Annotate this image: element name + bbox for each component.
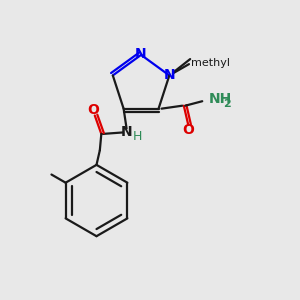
Text: 2: 2 [223, 99, 231, 109]
Text: N: N [164, 68, 176, 82]
Text: O: O [182, 123, 194, 137]
Text: methyl: methyl [191, 58, 230, 68]
Text: N: N [121, 125, 132, 140]
Text: NH: NH [209, 92, 232, 106]
Text: H: H [133, 130, 142, 143]
Text: N: N [135, 47, 146, 61]
Text: O: O [87, 103, 99, 117]
